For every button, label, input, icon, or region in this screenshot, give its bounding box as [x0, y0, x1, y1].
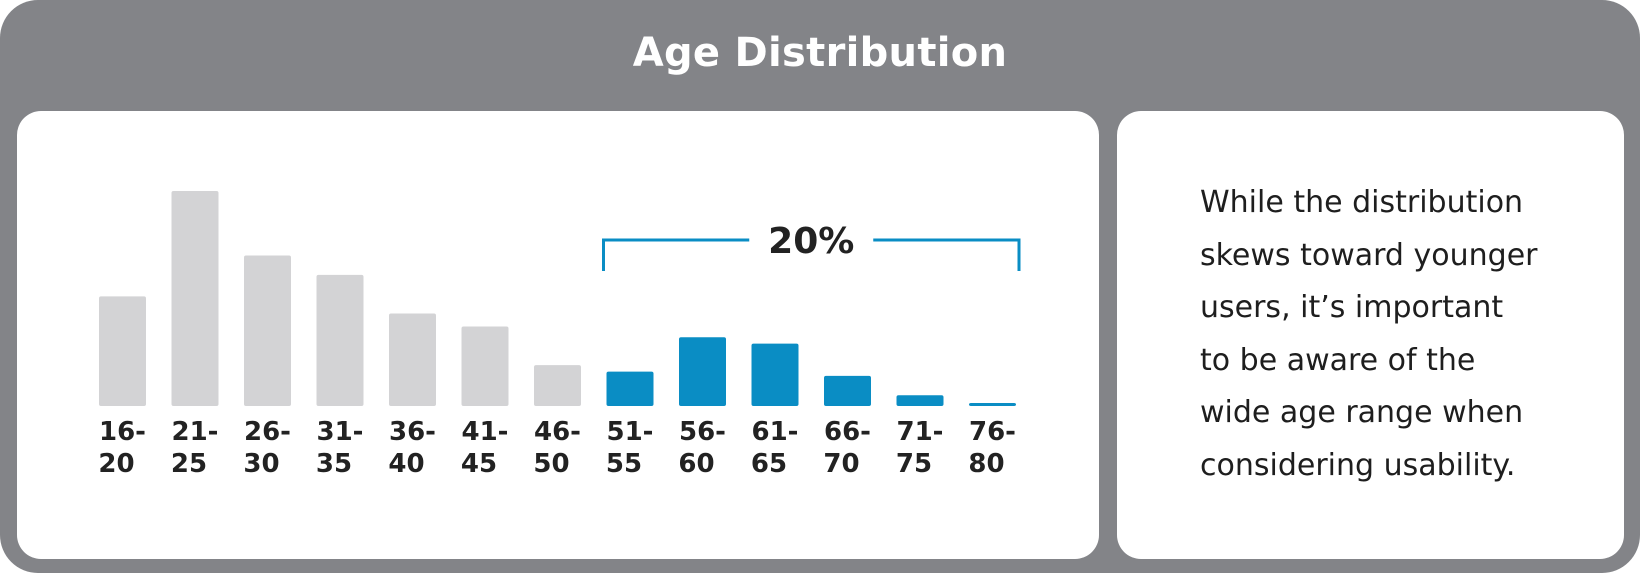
bar-61-65 — [751, 343, 799, 406]
bar-26-30 — [244, 255, 291, 406]
bar-21-25 — [171, 191, 219, 406]
chart-panel: 16- 20 21- 25 26- 30 31- 35 36- 40 41- 45 46- 50 51- 55… — [17, 111, 1099, 559]
summary-line: considering usability. — [1200, 447, 1516, 483]
x-tick-label: 25 — [171, 449, 207, 479]
bar-66-70 — [824, 375, 871, 406]
bar-56-60 — [679, 337, 726, 406]
x-tick-label: 16- — [99, 417, 146, 447]
infographic-title: Age Distribution — [632, 30, 1008, 76]
x-tick-label: 26- — [244, 417, 291, 447]
summary-line: users, it’s important — [1200, 290, 1504, 325]
x-tick-label: 36- — [389, 417, 436, 447]
bar-16-20 — [99, 296, 146, 406]
x-tick-label: 76- — [969, 417, 1016, 447]
x-tick-label: 66- — [824, 417, 871, 447]
summary-line: While the distribution — [1200, 185, 1524, 220]
x-tick-label: 51- — [607, 417, 654, 447]
x-tick-label: 70 — [823, 449, 859, 479]
x-tick-label: 60 — [678, 449, 714, 479]
x-tick-label: 75 — [896, 449, 932, 479]
bar-36-40 — [389, 313, 436, 406]
x-tick-label: 71- — [897, 417, 944, 447]
x-tick-label: 20 — [98, 449, 134, 479]
x-tick-label: 46- — [534, 417, 581, 447]
x-tick-label: 40 — [388, 449, 424, 479]
x-tick-label: 80 — [968, 449, 1004, 479]
highlight-percent-label: 20% — [768, 221, 854, 262]
age-bar-chart: 16-20 21-25 26-30 31-35 36-40 41-45 46-50 51-55… — [98, 191, 1021, 479]
x-tick-label: 45 — [461, 449, 497, 479]
summary-line: to be aware of the — [1200, 342, 1476, 378]
x-tick-label: 65 — [751, 449, 787, 479]
x-tick-label: 61- — [752, 417, 799, 447]
summary-panel: While the distribution skews toward youn… — [1117, 111, 1624, 559]
bar-31-35 — [316, 274, 364, 406]
x-tick-label: 31- — [317, 417, 364, 447]
x-tick-label: 21- — [172, 417, 219, 447]
x-tick-label: 55 — [606, 449, 642, 479]
bar-41-45 — [461, 326, 509, 406]
x-tick-label: 41- — [462, 417, 509, 447]
highlight-bracket — [602, 238, 1021, 271]
x-tick-label: 30 — [243, 449, 279, 479]
summary-line: wide age range when — [1200, 395, 1524, 430]
x-tick-label: 50 — [533, 449, 569, 479]
bar-51-55 — [606, 371, 654, 406]
summary-text: While the distribution skews toward youn… — [1200, 177, 1620, 492]
bar-46-50 — [534, 365, 581, 406]
bar-71-75 — [896, 395, 944, 406]
x-tick-label: 35 — [316, 449, 352, 479]
bar-76-80 — [969, 403, 1016, 406]
summary-line: skews toward younger — [1200, 237, 1538, 273]
x-tick-label: 56- — [679, 417, 726, 447]
